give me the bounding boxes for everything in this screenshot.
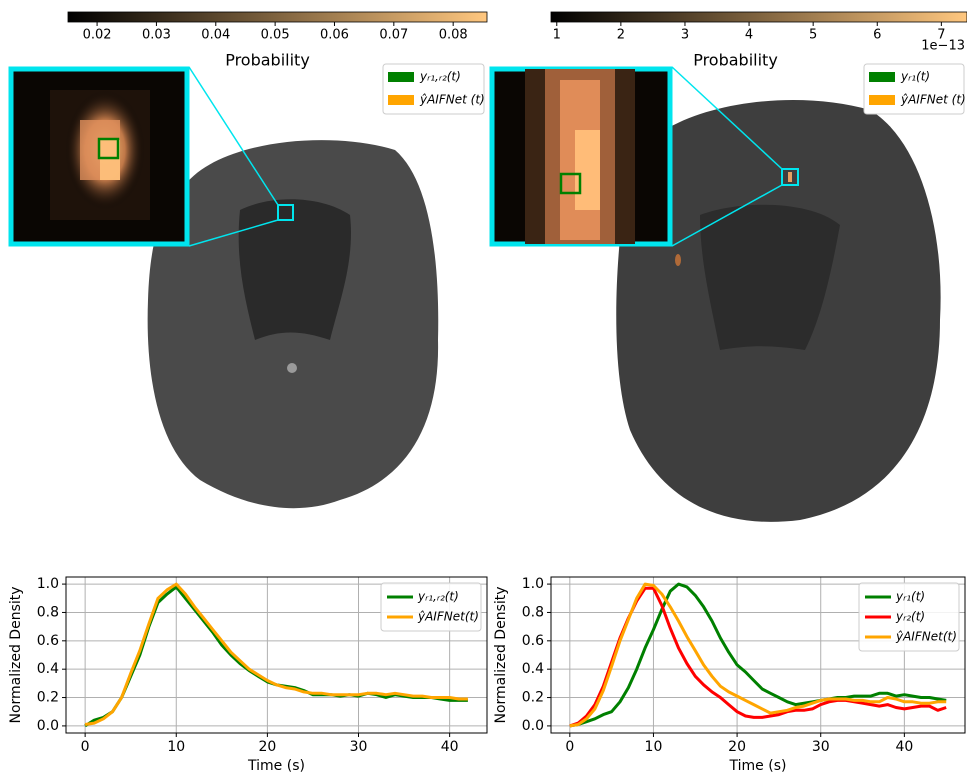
y-tick-label: 0.6	[37, 633, 59, 649]
tick-label: 6	[873, 28, 881, 43]
x-tick-label: 10	[645, 739, 663, 755]
colorbar-label: Probability	[225, 51, 310, 70]
y-tick-label: 0.0	[37, 718, 59, 734]
y-tick-label: 0.4	[522, 661, 544, 677]
legend-label: ŷAIFNet(t)	[895, 630, 957, 644]
x-tick-label: 0	[565, 739, 574, 755]
tick-label: 0.07	[379, 28, 408, 43]
brain-image	[11, 67, 438, 508]
brain-image	[492, 67, 941, 522]
legend-label: ŷAIFNet(t)	[417, 610, 479, 624]
y-axis-label: Normalized Density	[493, 586, 509, 723]
colorbar	[551, 12, 967, 22]
x-tick-label: 30	[350, 739, 368, 755]
x-tick-label: 40	[895, 739, 913, 755]
tick-label: 2	[617, 28, 625, 43]
colorbar-label: Probability	[693, 51, 778, 70]
y-tick-label: 0.8	[37, 604, 59, 620]
y-tick-label: 0.8	[522, 604, 544, 620]
legend-label: yᵣ₂(t)	[895, 610, 925, 624]
legend-label: yᵣ₁(t)	[895, 590, 925, 604]
y-tick-label: 1.0	[522, 576, 544, 592]
legend-swatch	[388, 95, 414, 105]
x-tick-label: 40	[441, 739, 459, 755]
tick-label: 0.04	[201, 28, 230, 43]
offset-text: 1e−13	[921, 39, 965, 54]
tick-label: 0.06	[320, 28, 349, 43]
legend-swatch	[388, 72, 414, 82]
y-tick-label: 1.0	[37, 576, 59, 592]
legend-swatch	[869, 95, 895, 105]
legend-label: yᵣ₁,ᵣ₂(t)	[417, 590, 459, 604]
legend-swatch	[869, 72, 895, 82]
legend-label: yᵣ₁(t)	[900, 70, 930, 84]
tick-label: 4	[745, 28, 753, 43]
x-tick-label: 30	[812, 739, 830, 755]
x-tick-label: 10	[167, 739, 185, 755]
colorbar	[68, 12, 487, 22]
tick-label: 0.05	[261, 28, 290, 43]
legend-label: ŷAIFNet (t)	[419, 93, 485, 107]
tick-label: 0.08	[439, 28, 468, 43]
tick-label: 1	[553, 28, 561, 43]
figure: 0.020.030.040.050.060.070.08Probability1…	[0, 0, 967, 776]
x-tick-label: 0	[81, 739, 90, 755]
y-tick-label: 0.6	[522, 633, 544, 649]
x-tick-label: 20	[258, 739, 276, 755]
tick-label: 0.03	[142, 28, 171, 43]
x-axis-label: Time (s)	[729, 758, 787, 774]
tick-label: 5	[809, 28, 817, 43]
y-tick-label: 0.2	[37, 690, 59, 706]
y-tick-label: 0.0	[522, 718, 544, 734]
x-axis-label: Time (s)	[247, 758, 305, 774]
tick-label: 3	[681, 28, 689, 43]
y-axis-label: Normalized Density	[8, 586, 24, 723]
tick-label: 0.02	[83, 28, 112, 43]
y-tick-label: 0.4	[37, 661, 59, 677]
x-tick-label: 20	[728, 739, 746, 755]
y-tick-label: 0.2	[522, 690, 544, 706]
legend-label: yᵣ₁,ᵣ₂(t)	[419, 70, 461, 84]
legend-label: ŷAIFNet (t)	[900, 93, 966, 107]
